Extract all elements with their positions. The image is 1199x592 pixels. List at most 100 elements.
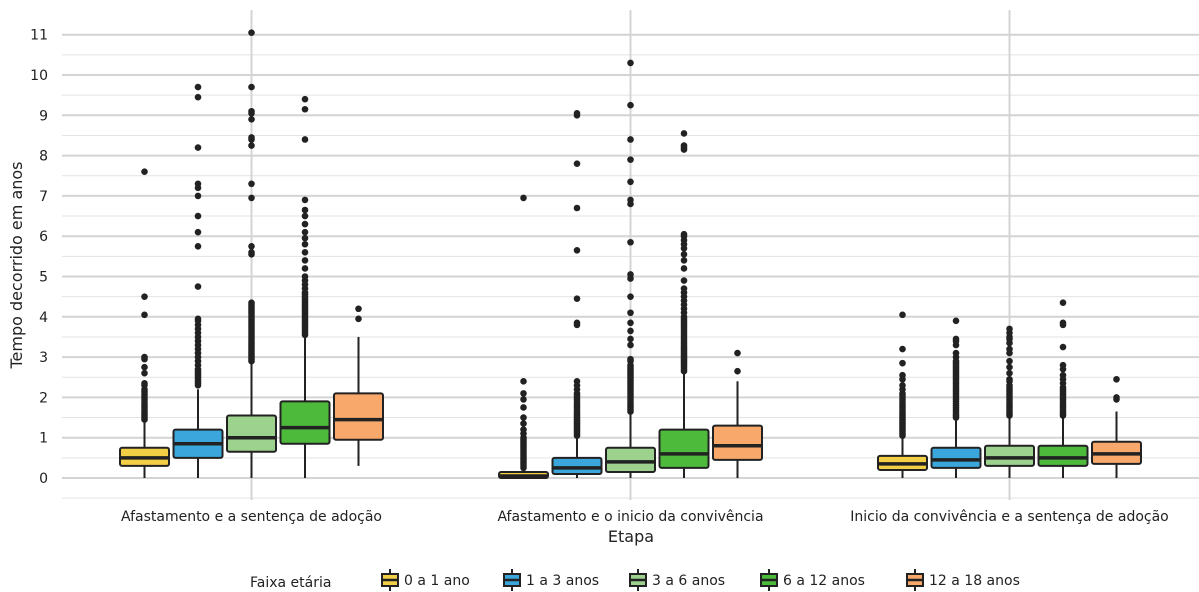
outlier-point <box>573 109 581 117</box>
outlier-point <box>680 277 688 284</box>
legend-item: 6 a 12 anos <box>760 569 865 591</box>
y-tick-label: 9 <box>39 108 48 124</box>
outlier-point <box>194 192 202 200</box>
box <box>984 444 1035 467</box>
outlier-point <box>248 116 255 123</box>
y-tick-label: 8 <box>39 149 48 165</box>
outlier-point <box>194 93 202 101</box>
outlier-point <box>194 83 202 91</box>
x-axis-title: Etapa <box>608 527 654 546</box>
outlier-point <box>520 420 527 427</box>
outlier-point <box>952 349 960 357</box>
boxplot <box>712 349 763 478</box>
outlier-point <box>627 355 634 363</box>
outlier-point <box>301 234 309 242</box>
outlier-point <box>301 240 309 248</box>
outlier-point <box>301 265 309 272</box>
outlier-point <box>194 144 202 151</box>
outlier-point <box>355 315 362 323</box>
outlier-point <box>680 285 688 292</box>
outlier-point <box>301 273 309 280</box>
outlier-point <box>627 341 634 349</box>
outlier-point <box>520 377 527 385</box>
legend-label: 1 a 3 anos <box>526 573 599 589</box>
outlier-point <box>248 180 255 188</box>
y-tick-label: 0 <box>39 471 48 487</box>
outlier-point <box>1059 299 1067 306</box>
x-tick-label: Inicio da convivência e a sentença de ad… <box>850 509 1169 525</box>
outlier-point <box>520 194 527 202</box>
boxplot <box>226 29 277 478</box>
outlier-point <box>1006 375 1013 383</box>
y-axis-title: Tempo decorrido em anos <box>7 161 26 369</box>
y-tick-label: 3 <box>39 350 48 366</box>
outlier-point <box>194 180 202 188</box>
outlier-point <box>194 283 202 290</box>
box <box>1037 444 1089 467</box>
box <box>930 446 982 469</box>
legend-label: 3 a 6 anos <box>652 573 725 589</box>
x-tick-label: Afastamento e a sentença de adoção <box>121 509 382 525</box>
outlier-point <box>301 249 309 256</box>
box <box>712 424 763 461</box>
outlier-point <box>680 130 688 137</box>
outlier-point <box>680 251 688 258</box>
box <box>658 428 710 469</box>
outlier-point <box>248 242 255 250</box>
outlier-point <box>248 29 255 36</box>
outlier-point <box>899 359 906 367</box>
legend-label: 12 a 18 anos <box>929 573 1020 589</box>
outlier-point <box>627 178 634 186</box>
outlier-point <box>141 363 148 371</box>
outlier-point <box>627 327 634 335</box>
outlier-point <box>573 204 581 212</box>
y-tick-label: 10 <box>30 68 48 84</box>
outlier-point <box>301 105 309 113</box>
legend-title: Faixa etária <box>250 575 331 591</box>
y-tick-label: 5 <box>39 270 48 286</box>
outlier-point <box>194 315 202 323</box>
outlier-point <box>248 134 255 141</box>
outlier-point <box>734 367 741 375</box>
outlier-point <box>1059 343 1067 351</box>
outlier-point <box>1006 345 1013 353</box>
outlier-point <box>680 265 688 272</box>
boxplot <box>1037 299 1089 478</box>
legend-item: 0 a 1 ano <box>381 569 470 591</box>
outlier-point <box>627 335 634 343</box>
box <box>226 414 277 453</box>
outlier-point <box>520 390 527 397</box>
outlier-point <box>627 136 634 143</box>
outlier-point <box>627 59 634 67</box>
boxes <box>119 29 1142 479</box>
box <box>605 446 656 473</box>
outlier-point <box>899 311 906 319</box>
outlier-point <box>520 414 527 421</box>
outlier-point <box>899 382 906 389</box>
boxplot <box>172 83 224 478</box>
outlier-point <box>355 305 362 313</box>
outlier-point <box>627 238 634 246</box>
outlier-point <box>520 404 527 411</box>
boxplot <box>279 95 331 478</box>
outlier-point <box>248 194 255 202</box>
legend-item: 12 a 18 anos <box>906 569 1020 591</box>
outlier-point <box>899 371 906 379</box>
outlier-point <box>1059 371 1067 379</box>
outlier-point <box>301 95 309 103</box>
boxplot <box>551 109 603 478</box>
outlier-point <box>248 83 255 91</box>
outlier-point <box>141 353 148 361</box>
box <box>333 392 384 441</box>
outlier-point <box>1006 369 1013 377</box>
outlier-point <box>573 295 581 302</box>
outlier-point <box>301 228 309 236</box>
outlier-point <box>248 249 255 256</box>
outlier-point <box>573 247 581 254</box>
outlier-point <box>141 293 148 300</box>
boxplot <box>498 194 549 479</box>
outlier-point <box>627 293 634 300</box>
outlier-point <box>627 309 634 317</box>
outlier-point <box>1113 375 1120 383</box>
